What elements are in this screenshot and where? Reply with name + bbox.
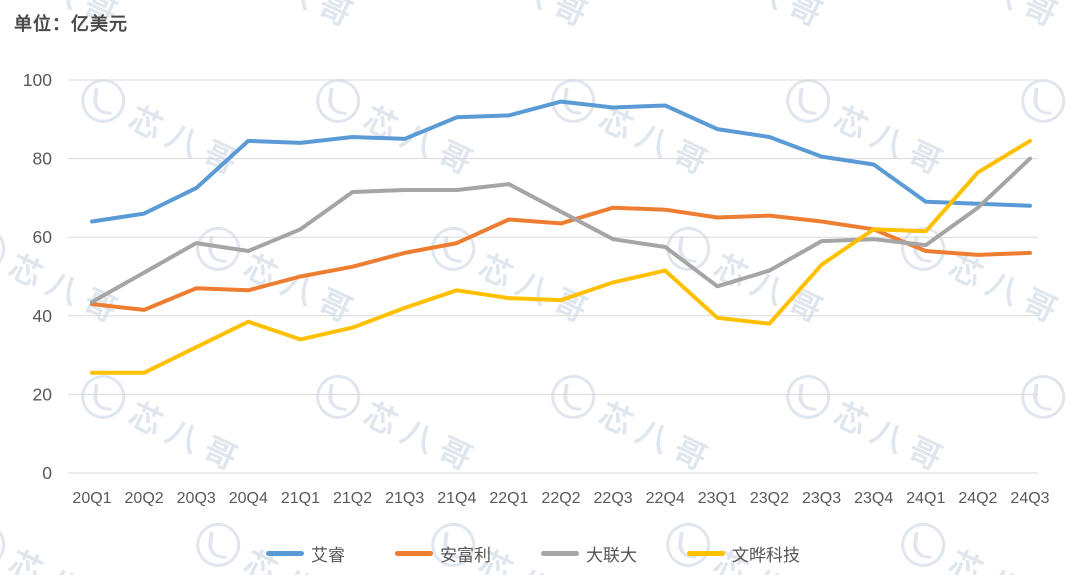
x-tick-label-20Q1: 20Q1 xyxy=(72,490,111,507)
x-tick-label-24Q1: 24Q1 xyxy=(906,490,945,507)
legend-swatch-0 xyxy=(266,550,304,556)
x-tick-label-23Q3: 23Q3 xyxy=(802,490,841,507)
legend-item-0: 艾睿 xyxy=(266,541,345,566)
x-tick-label-21Q4: 21Q4 xyxy=(437,490,476,507)
x-tick-label-21Q2: 21Q2 xyxy=(333,490,372,507)
y-tick-label-40: 40 xyxy=(33,306,53,326)
y-tick-label-60: 60 xyxy=(33,227,53,247)
series-line-2 xyxy=(90,156,1032,304)
x-tick-label-21Q1: 21Q1 xyxy=(281,490,320,507)
chart-legend: 艾睿 安富利 大联大 文晔科技 xyxy=(0,534,1066,572)
y-tick-label-20: 20 xyxy=(33,384,53,404)
x-tick-label-20Q4: 20Q4 xyxy=(229,490,268,507)
legend-swatch-1 xyxy=(395,550,433,556)
series-line-3 xyxy=(90,138,1032,375)
x-tick-label-22Q1: 22Q1 xyxy=(489,490,528,507)
legend-label-1: 安富利 xyxy=(440,545,491,565)
x-tick-label-23Q2: 23Q2 xyxy=(750,490,789,507)
y-tick-label-100: 100 xyxy=(23,70,52,90)
y-tick-label-80: 80 xyxy=(33,149,53,169)
legend-label-3: 文晔科技 xyxy=(732,545,800,565)
legend-swatch-3 xyxy=(687,550,725,556)
legend-item-1: 安富利 xyxy=(395,541,491,566)
x-tick-label-24Q2: 24Q2 xyxy=(958,490,997,507)
x-tick-label-20Q2: 20Q2 xyxy=(125,490,164,507)
x-tick-label-22Q3: 22Q3 xyxy=(594,490,633,507)
unit-label: 单位：亿美元 xyxy=(14,14,128,34)
legend-item-3: 文晔科技 xyxy=(687,541,800,566)
legend-label-2: 大联大 xyxy=(586,545,637,565)
series-line-0 xyxy=(90,99,1032,224)
x-tick-label-24Q3: 24Q3 xyxy=(1010,490,1049,507)
legend-item-2: 大联大 xyxy=(541,541,637,566)
x-tick-label-20Q3: 20Q3 xyxy=(177,490,216,507)
y-tick-label-0: 0 xyxy=(42,463,52,483)
x-tick-label-21Q3: 21Q3 xyxy=(385,490,424,507)
x-tick-label-23Q1: 23Q1 xyxy=(698,490,737,507)
x-tick-label-23Q4: 23Q4 xyxy=(854,490,893,507)
x-tick-label-22Q2: 22Q2 xyxy=(541,490,580,507)
legend-label-0: 艾睿 xyxy=(311,545,345,565)
series-line-1 xyxy=(90,205,1032,312)
x-tick-label-22Q4: 22Q4 xyxy=(646,490,685,507)
legend-swatch-2 xyxy=(541,550,579,556)
